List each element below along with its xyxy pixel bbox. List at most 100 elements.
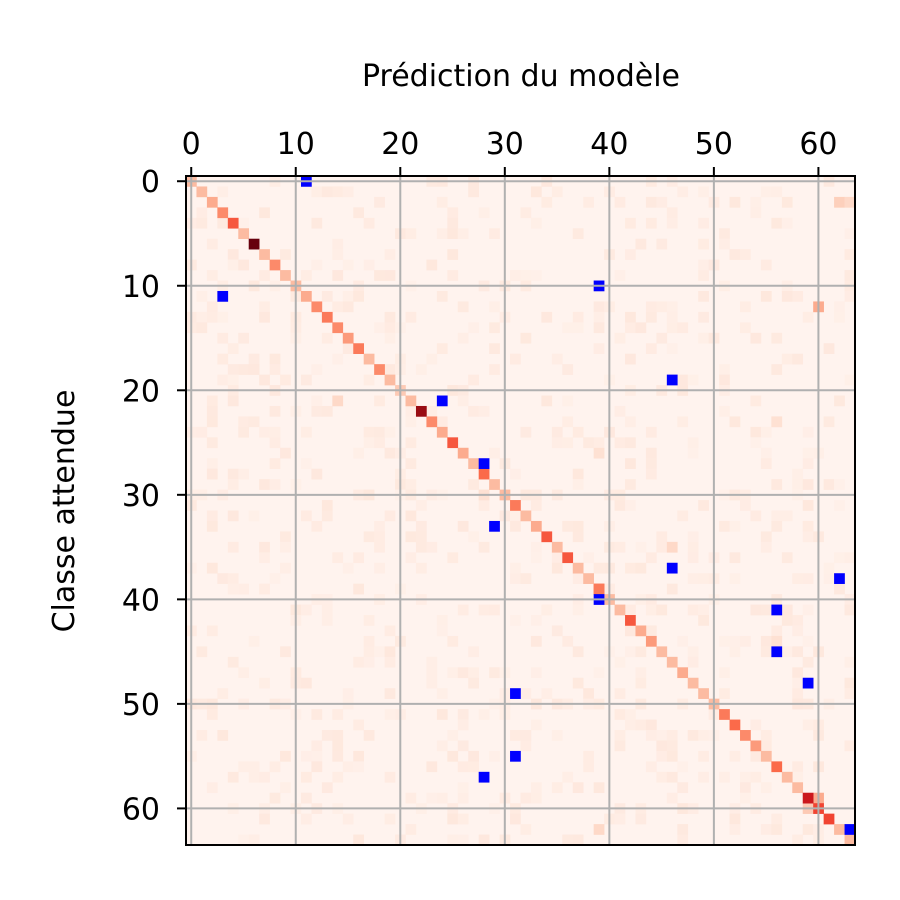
heatmap-noise-cell <box>635 677 647 689</box>
heatmap-noise-cell <box>740 771 751 783</box>
heatmap-noise-cell <box>321 615 333 626</box>
heatmap-noise-cell <box>457 301 469 313</box>
heatmap-noise-cell <box>426 677 438 689</box>
heatmap-noise-cell <box>729 646 741 658</box>
heatmap-noise-cell <box>583 196 594 208</box>
heatmap-noise-cell <box>656 541 668 553</box>
heatmap-noise-cell <box>792 646 804 658</box>
heatmap-diagonal-cell <box>625 615 636 626</box>
heatmap-noise-cell <box>551 562 563 574</box>
heatmap-noise-cell <box>781 615 793 626</box>
misclassification-cell <box>478 458 490 469</box>
heatmap-noise-cell <box>844 604 856 616</box>
heatmap-noise-cell <box>593 437 605 449</box>
heatmap-noise-cell <box>447 667 459 679</box>
heatmap-noise-cell <box>363 635 375 647</box>
heatmap-diagonal-cell <box>645 635 657 647</box>
heatmap-noise-cell <box>196 322 208 334</box>
heatmap-noise-cell <box>614 730 626 741</box>
heatmap-noise-cell <box>666 207 678 219</box>
heatmap-noise-cell <box>802 531 814 543</box>
heatmap-noise-cell <box>384 510 396 522</box>
heatmap-noise-cell <box>332 750 344 762</box>
heatmap-noise-cell <box>551 730 563 741</box>
heatmap-noise-cell <box>593 301 605 313</box>
heatmap-noise-cell <box>405 416 417 428</box>
heatmap-diagonal-cell <box>802 792 814 804</box>
heatmap-noise-cell <box>844 290 856 302</box>
heatmap-noise-cell <box>551 437 563 449</box>
heatmap-noise-cell <box>771 186 783 198</box>
heatmap-noise-cell <box>478 405 490 417</box>
heatmap-noise-cell <box>572 646 584 658</box>
heatmap-noise-cell <box>614 813 626 825</box>
heatmap-noise-cell <box>342 813 354 825</box>
heatmap-noise-cell <box>625 646 636 658</box>
heatmap-noise-cell <box>572 604 584 616</box>
heatmap-noise-cell <box>792 677 804 689</box>
heatmap-noise-cell <box>740 635 751 647</box>
heatmap-noise-cell <box>698 750 709 762</box>
heatmap-noise-cell <box>227 656 239 668</box>
heatmap-noise-cell <box>478 207 490 219</box>
heatmap-noise-cell <box>771 479 783 490</box>
heatmap-noise-cell <box>332 552 344 564</box>
heatmap-noise-cell <box>206 520 218 532</box>
heatmap-noise-cell <box>844 656 856 668</box>
heatmap-noise-cell <box>802 479 814 490</box>
heatmap-noise-cell <box>625 249 636 260</box>
heatmap-noise-cell <box>332 730 344 741</box>
heatmap-noise-cell <box>447 730 459 741</box>
heatmap-noise-cell <box>353 290 365 302</box>
heatmap-noise-cell <box>510 615 521 626</box>
heatmap-noise-cell <box>562 520 574 532</box>
x-tick-label: 40 <box>590 127 628 162</box>
heatmap-noise-cell <box>823 416 835 428</box>
heatmap-noise-cell <box>227 583 239 595</box>
heatmap-noise-cell <box>781 646 793 658</box>
heatmap-noise-cell <box>217 730 229 741</box>
heatmap-diagonal-cell <box>374 364 385 375</box>
heatmap-noise-cell <box>447 270 459 281</box>
heatmap-diagonal-cell <box>656 646 668 658</box>
heatmap-noise-cell <box>614 270 626 281</box>
heatmap-noise-cell <box>541 311 553 323</box>
heatmap-noise-cell <box>468 186 479 198</box>
heatmap-offdiag-cell <box>834 196 845 208</box>
heatmap-noise-cell <box>583 552 594 564</box>
heatmap-noise-cell <box>740 249 751 260</box>
heatmap-noise-cell <box>635 813 647 825</box>
misclassification-cell <box>510 688 521 699</box>
heatmap-noise-cell <box>750 510 762 522</box>
heatmap-noise-cell <box>227 468 239 480</box>
heatmap-noise-cell <box>666 740 678 752</box>
heatmap-noise-cell <box>457 709 469 720</box>
heatmap-noise-cell <box>698 604 709 616</box>
heatmap-noise-cell <box>353 750 365 762</box>
heatmap-diagonal-cell <box>719 709 730 720</box>
heatmap-noise-cell <box>457 667 469 679</box>
heatmap-noise-cell <box>436 709 448 720</box>
misclassification-cell <box>217 290 229 302</box>
heatmap-noise-cell <box>436 740 448 752</box>
heatmap-noise-cell <box>635 562 647 574</box>
heatmap-noise-cell <box>384 813 396 825</box>
heatmap-diagonal-cell <box>834 824 845 835</box>
heatmap-noise-cell <box>311 259 323 271</box>
heatmap-noise-cell <box>760 646 772 658</box>
heatmap-noise-cell <box>593 343 605 355</box>
heatmap-noise-cell <box>656 196 668 208</box>
x-tick-label: 10 <box>277 127 315 162</box>
heatmap-noise-cell <box>687 437 699 449</box>
heatmap-noise-cell <box>206 625 218 637</box>
heatmap-noise-cell <box>719 405 730 417</box>
heatmap-noise-cell <box>280 447 291 459</box>
heatmap-noise-cell <box>760 531 772 543</box>
heatmap-noise-cell <box>426 761 438 773</box>
heatmap-noise-cell <box>572 573 584 584</box>
heatmap-noise-cell <box>280 541 291 553</box>
heatmap-noise-cell <box>614 437 626 449</box>
heatmap-noise-cell <box>468 405 479 417</box>
heatmap-noise-cell <box>677 834 689 846</box>
heatmap-noise-cell <box>269 761 281 773</box>
